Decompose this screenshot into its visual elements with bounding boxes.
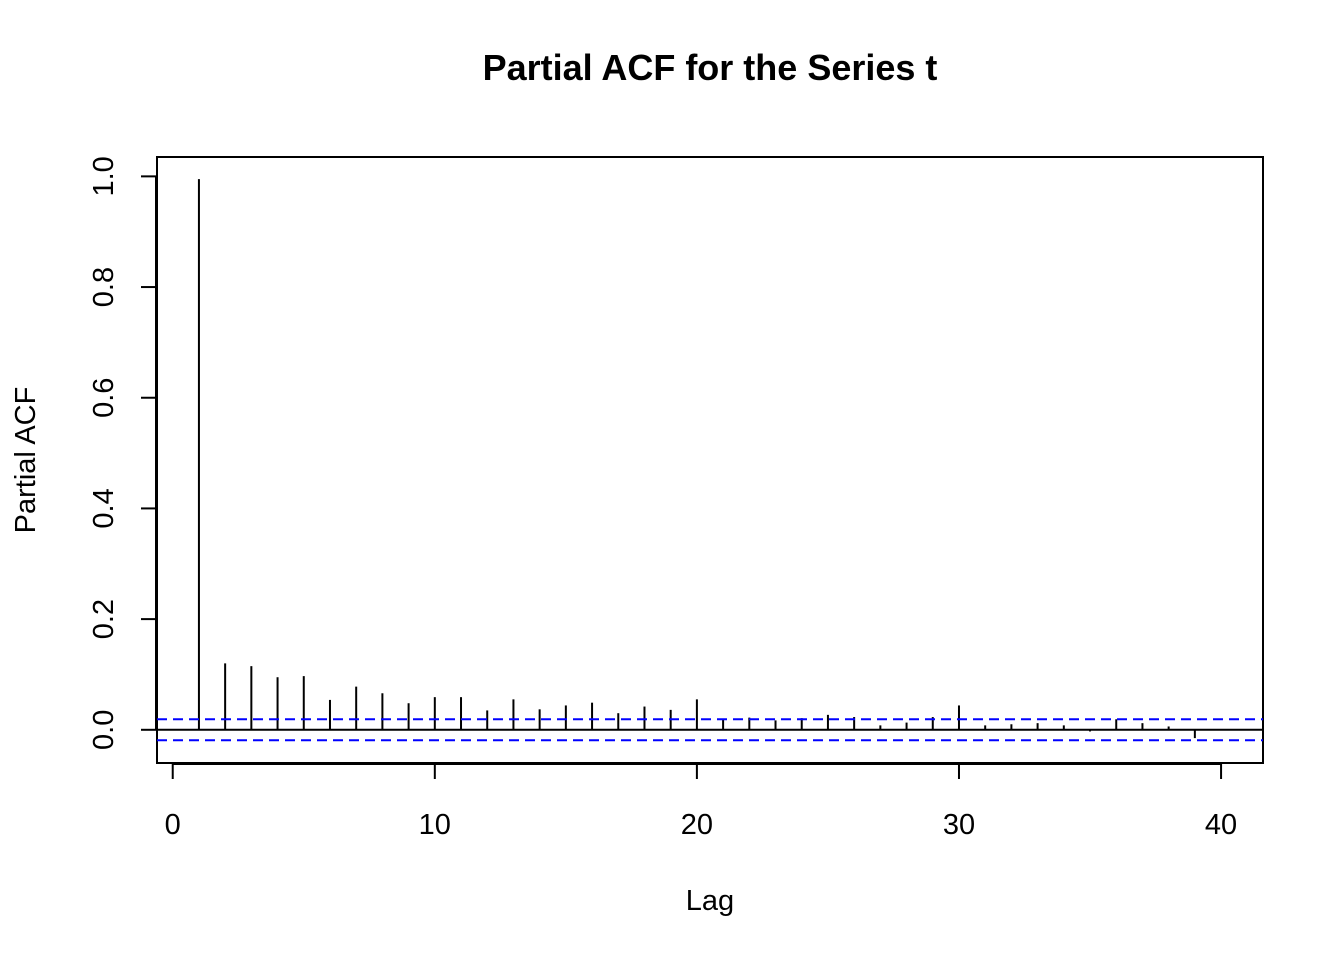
reference-lines (157, 718, 1263, 742)
x-tick-label: 0 (165, 809, 181, 841)
x-tick-label: 20 (681, 809, 713, 841)
x-tick-label: 10 (419, 809, 451, 841)
x-axis: 0 10 20 30 40 (165, 763, 1237, 841)
y-tick-label: 0.6 (88, 378, 120, 418)
x-tick-label: 40 (1205, 809, 1237, 841)
y-tick-label: 0.8 (88, 267, 120, 307)
plot-frame (156, 156, 1264, 764)
y-tick-label: 0.4 (88, 488, 120, 528)
y-tick-label: 1.0 (88, 156, 120, 196)
x-axis-label: Lag (686, 885, 734, 917)
y-tick-label: 0.0 (88, 710, 120, 750)
y-axis-label: Partial ACF (10, 387, 42, 534)
y-axis: 0.0 0.2 0.4 0.6 0.8 1.0 (88, 156, 157, 750)
y-tick-label: 0.2 (88, 599, 120, 639)
pacf-spikes (197, 179, 1196, 739)
x-tick-label: 30 (943, 809, 975, 841)
chart-title: Partial ACF for the Series t (483, 47, 938, 88)
